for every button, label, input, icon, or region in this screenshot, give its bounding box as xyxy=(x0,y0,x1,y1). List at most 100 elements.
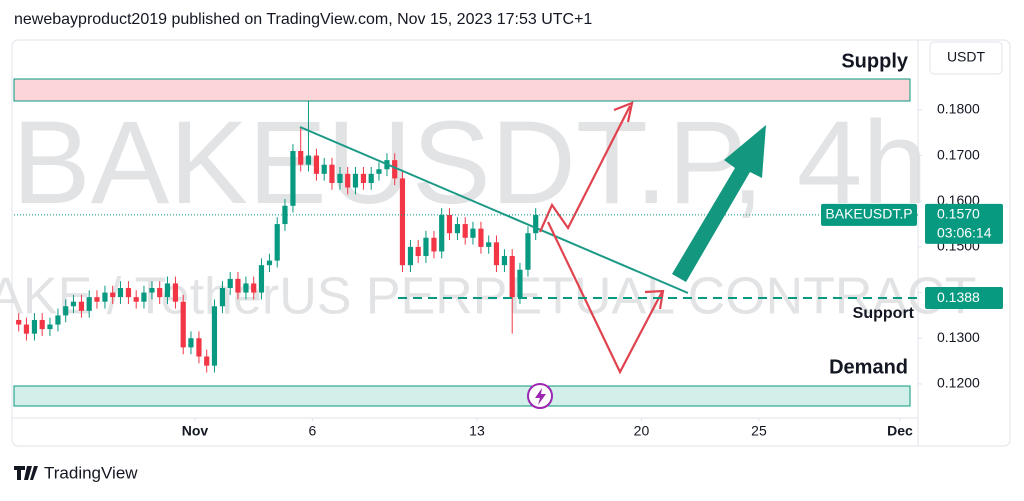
candle-body xyxy=(117,288,124,298)
y-tick-label: 0.1700 xyxy=(937,146,980,162)
candle-body xyxy=(188,338,194,348)
candle-body xyxy=(345,173,351,188)
symbol-tag-label: BAKEUSDT.P xyxy=(825,206,912,222)
candle-body xyxy=(352,173,359,188)
candle-body xyxy=(31,319,38,334)
description-watermark: BAKE / TetherUS PERPETUAL CONTRACT xyxy=(0,268,976,326)
candle-body xyxy=(243,283,249,293)
y-tick-label: 0.1300 xyxy=(937,329,980,345)
candle-body xyxy=(486,242,492,247)
x-tick-label: Dec xyxy=(887,423,913,439)
x-tick-label: Nov xyxy=(182,423,209,439)
candle-body xyxy=(368,173,374,183)
candle-body xyxy=(462,224,468,238)
symbol-watermark: BAKEUSDT.P, 4h xyxy=(12,97,928,229)
support-tag xyxy=(925,287,1003,310)
candle-body xyxy=(517,269,523,298)
candle-body xyxy=(290,150,296,206)
big-up-arrow xyxy=(672,125,766,282)
candle-body xyxy=(470,228,476,238)
candle-body xyxy=(110,292,116,298)
candle-body xyxy=(525,233,531,270)
candle-body xyxy=(102,292,108,302)
candle-body xyxy=(415,246,421,257)
support-price-label: 0.1388 xyxy=(937,289,980,305)
tv-logo xyxy=(14,466,38,480)
candle-body xyxy=(305,155,312,165)
candle-body xyxy=(23,324,30,334)
candle-body xyxy=(392,160,398,179)
candle-body xyxy=(235,278,241,293)
arrow-head xyxy=(644,289,665,310)
candle-body xyxy=(251,283,257,293)
bull-path-arrow xyxy=(538,105,631,233)
candle-body xyxy=(227,278,233,289)
candle-body xyxy=(274,224,280,261)
candle-body xyxy=(431,237,437,252)
candle-body xyxy=(55,315,61,325)
candle-body xyxy=(16,319,22,325)
candle-body xyxy=(149,288,155,293)
candle-body xyxy=(266,260,273,266)
candle-body xyxy=(478,228,484,247)
candle-body xyxy=(39,319,45,330)
candle-body xyxy=(298,150,304,165)
candle-body xyxy=(258,265,265,293)
candle-body xyxy=(533,214,539,234)
candle-body xyxy=(337,173,343,183)
footer-brand: TradingView xyxy=(44,463,138,482)
candle-body xyxy=(501,256,508,266)
candle-body xyxy=(125,288,132,298)
publish-header: newebayproduct2019 published on TradingV… xyxy=(14,11,592,28)
candle-body xyxy=(423,237,429,257)
candle-body xyxy=(164,283,171,298)
supply-label: Supply xyxy=(841,50,909,72)
candle-body xyxy=(376,169,382,174)
candle-body xyxy=(133,297,139,302)
candle-body xyxy=(70,301,77,307)
candle-body xyxy=(211,306,218,366)
supply-zone xyxy=(13,78,911,102)
candle-body xyxy=(493,242,500,266)
candle-body xyxy=(509,256,515,298)
candle-body xyxy=(219,288,226,307)
x-tick-label: 25 xyxy=(751,423,767,439)
x-tick-label: 20 xyxy=(634,423,650,439)
demand-zone xyxy=(13,385,911,407)
currency-label: USDT xyxy=(947,49,986,65)
last-price-tag xyxy=(925,203,1003,244)
symbol-tag xyxy=(821,203,917,226)
candle-body xyxy=(313,155,320,174)
chart-frame xyxy=(11,39,1011,447)
candle-body xyxy=(86,297,92,311)
demand-label: Demand xyxy=(829,356,908,378)
candle-body xyxy=(204,356,210,366)
candle-body xyxy=(321,164,327,174)
x-tick-label: 6 xyxy=(309,423,317,439)
bear-path-arrow xyxy=(547,221,663,375)
candle-body xyxy=(172,283,179,302)
candle-body xyxy=(360,173,367,183)
y-tick-label: 0.1800 xyxy=(937,101,980,117)
candle-body xyxy=(63,306,69,316)
support-label: Support xyxy=(853,305,915,322)
trend-line xyxy=(299,126,689,294)
countdown-label: 03:06:14 xyxy=(937,225,992,241)
overlay: 0.12000.13000.14000.15000.16000.17000.18… xyxy=(14,101,1003,439)
candle-body xyxy=(94,297,100,302)
candle-body xyxy=(78,301,85,311)
arrow-head xyxy=(613,101,634,123)
last-price-label: 0.1570 xyxy=(937,206,980,222)
candle-body xyxy=(47,324,53,330)
candle-body xyxy=(180,301,186,348)
candle-body xyxy=(329,164,335,183)
currency-button[interactable] xyxy=(929,41,1003,75)
candle-body xyxy=(439,214,445,252)
candle-body xyxy=(399,178,406,266)
candle-body xyxy=(454,224,461,234)
candle-body xyxy=(407,246,414,266)
y-tick-label: 0.1200 xyxy=(937,375,980,391)
